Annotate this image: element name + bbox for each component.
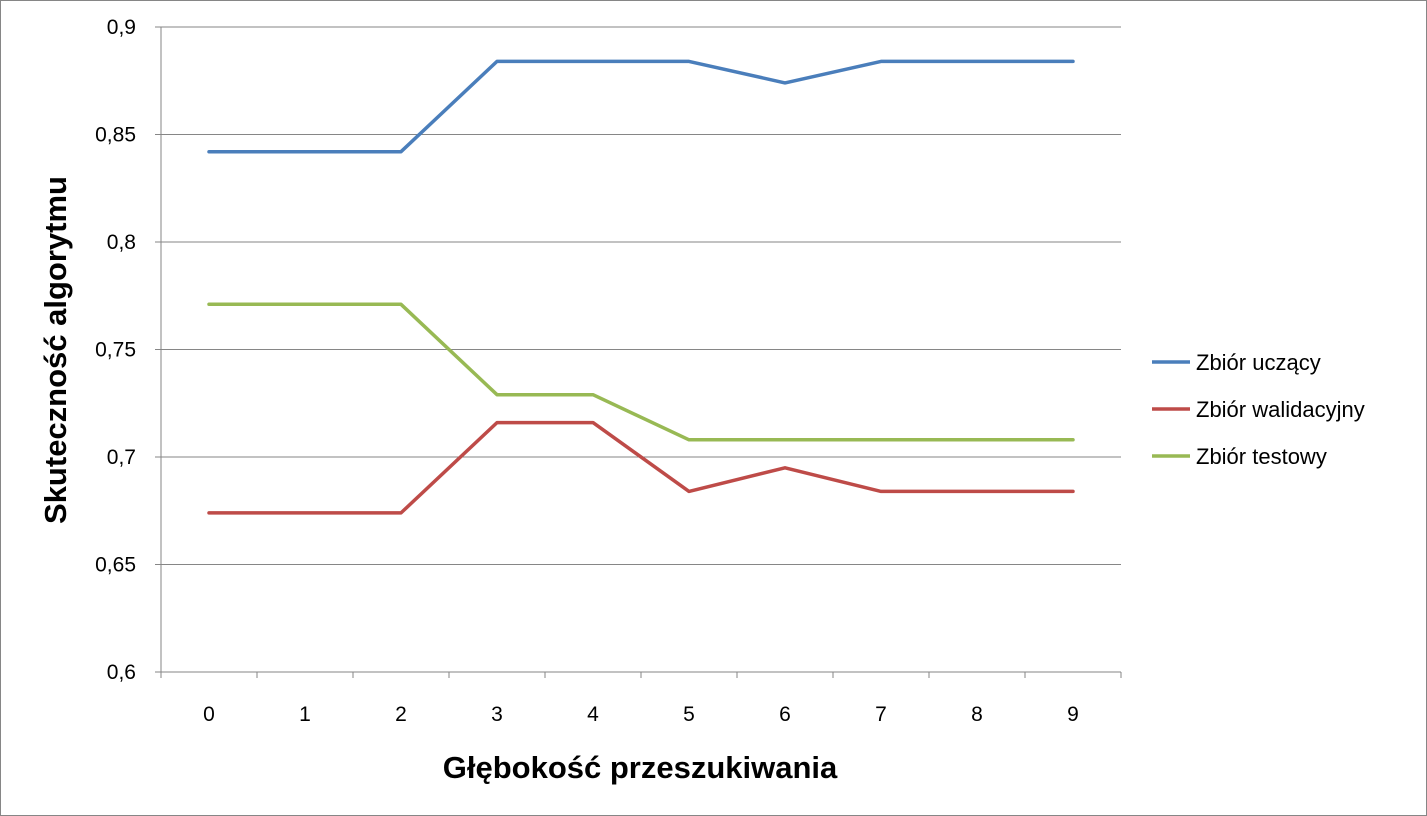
series-line-validation <box>207 420 1075 515</box>
x-tick-label: 7 <box>875 703 887 726</box>
y-tick-label: 0,85 <box>95 124 136 147</box>
x-tick-label: 9 <box>1067 703 1079 726</box>
gridlines <box>161 26 1121 565</box>
x-tick-label: 5 <box>683 703 695 726</box>
y-tick-label: 0,75 <box>95 339 136 362</box>
x-tick-label: 8 <box>971 703 983 726</box>
axes <box>155 26 1122 678</box>
legend-label-validation: Zbiór walidacyjny <box>1196 397 1365 422</box>
x-tick-label: 1 <box>299 703 311 726</box>
y-tick-label: 0,7 <box>107 446 136 469</box>
y-axis-title: Skuteczność algorytmu <box>38 176 73 524</box>
y-tick-labels: 0,6 0,65 0,7 0,75 0,8 0,85 0,9 <box>95 16 136 684</box>
x-tick-label: 0 <box>203 703 215 726</box>
x-tick-label: 2 <box>395 703 407 726</box>
y-tick-label: 0,8 <box>107 231 136 254</box>
series-lines <box>207 59 1075 515</box>
y-tick-label: 0,6 <box>107 661 136 684</box>
legend-item-training: Zbiór uczący <box>1152 350 1321 375</box>
series-line-training <box>207 59 1075 154</box>
x-tick-label: 6 <box>779 703 791 726</box>
x-tick-labels: 0 1 2 3 4 5 6 7 8 9 <box>203 703 1079 726</box>
legend: Zbiór uczący Zbiór walidacyjny Zbiór tes… <box>1152 350 1365 469</box>
y-tick-label: 0,65 <box>95 554 136 577</box>
legend-item-test: Zbiór testowy <box>1152 444 1327 469</box>
y-tick-label: 0,9 <box>107 16 136 39</box>
x-tick-label: 4 <box>587 703 599 726</box>
series-line-test <box>207 302 1075 442</box>
x-tick-label: 3 <box>491 703 503 726</box>
x-axis-title: Głębokość przeszukiwania <box>443 750 838 785</box>
legend-item-validation: Zbiór walidacyjny <box>1152 397 1365 422</box>
legend-label-test: Zbiór testowy <box>1196 444 1327 469</box>
legend-label-training: Zbiór uczący <box>1196 350 1321 375</box>
